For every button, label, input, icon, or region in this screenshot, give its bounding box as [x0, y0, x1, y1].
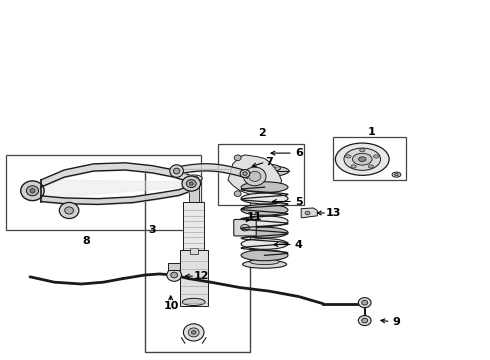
Ellipse shape: [248, 164, 280, 172]
Ellipse shape: [358, 298, 371, 308]
Bar: [168, 263, 180, 270]
Ellipse shape: [186, 180, 196, 188]
Bar: [179, 250, 208, 306]
Bar: [5, 155, 201, 230]
Ellipse shape: [173, 168, 180, 174]
Text: 5: 5: [295, 197, 302, 207]
Text: 6: 6: [295, 148, 303, 158]
Polygon shape: [228, 155, 282, 196]
Bar: [190, 248, 197, 253]
Ellipse shape: [345, 155, 351, 158]
Bar: [218, 144, 304, 205]
Ellipse shape: [248, 171, 261, 181]
Ellipse shape: [59, 202, 79, 219]
Ellipse shape: [234, 155, 241, 161]
Ellipse shape: [362, 300, 368, 305]
Text: 12: 12: [193, 271, 209, 281]
Ellipse shape: [234, 191, 241, 197]
Ellipse shape: [191, 330, 196, 334]
Ellipse shape: [241, 225, 249, 231]
Ellipse shape: [189, 182, 193, 185]
Ellipse shape: [170, 165, 183, 177]
Text: 2: 2: [258, 129, 266, 138]
Ellipse shape: [358, 316, 371, 325]
Ellipse shape: [21, 181, 44, 201]
Text: 7: 7: [266, 157, 273, 167]
Ellipse shape: [183, 324, 204, 341]
Ellipse shape: [244, 167, 266, 186]
Ellipse shape: [241, 227, 288, 238]
Ellipse shape: [182, 298, 205, 306]
Ellipse shape: [241, 250, 288, 261]
Ellipse shape: [373, 155, 379, 158]
Ellipse shape: [243, 260, 287, 268]
Text: 13: 13: [325, 208, 341, 218]
Ellipse shape: [182, 176, 200, 191]
Bar: [189, 180, 198, 202]
Ellipse shape: [241, 216, 288, 226]
Text: 9: 9: [392, 317, 400, 327]
FancyBboxPatch shape: [234, 220, 256, 236]
Ellipse shape: [360, 149, 365, 152]
Ellipse shape: [368, 165, 373, 168]
Ellipse shape: [359, 157, 366, 162]
Ellipse shape: [241, 182, 288, 193]
Ellipse shape: [241, 204, 288, 215]
Text: 1: 1: [368, 127, 376, 136]
Text: 10: 10: [164, 301, 179, 311]
Ellipse shape: [188, 328, 199, 337]
Text: 3: 3: [148, 225, 156, 235]
Ellipse shape: [394, 174, 398, 176]
Bar: [183, 202, 204, 252]
Ellipse shape: [241, 239, 288, 249]
Bar: [333, 137, 406, 180]
Ellipse shape: [344, 148, 381, 170]
Ellipse shape: [30, 189, 35, 193]
Polygon shape: [301, 208, 318, 218]
Ellipse shape: [250, 259, 279, 265]
Ellipse shape: [305, 211, 310, 215]
Ellipse shape: [185, 175, 202, 181]
Text: 4: 4: [295, 239, 303, 249]
Text: 8: 8: [82, 236, 90, 246]
Ellipse shape: [362, 318, 368, 323]
Ellipse shape: [351, 165, 356, 168]
Ellipse shape: [352, 153, 372, 165]
Polygon shape: [41, 180, 191, 199]
Ellipse shape: [167, 269, 181, 281]
Bar: [145, 169, 250, 352]
Ellipse shape: [240, 170, 250, 177]
Ellipse shape: [335, 143, 389, 175]
Ellipse shape: [171, 272, 177, 278]
Ellipse shape: [243, 172, 247, 175]
Ellipse shape: [65, 207, 74, 214]
Ellipse shape: [26, 186, 39, 196]
Text: 11: 11: [247, 212, 263, 221]
Ellipse shape: [392, 172, 401, 177]
Ellipse shape: [240, 165, 289, 177]
Ellipse shape: [241, 193, 288, 204]
